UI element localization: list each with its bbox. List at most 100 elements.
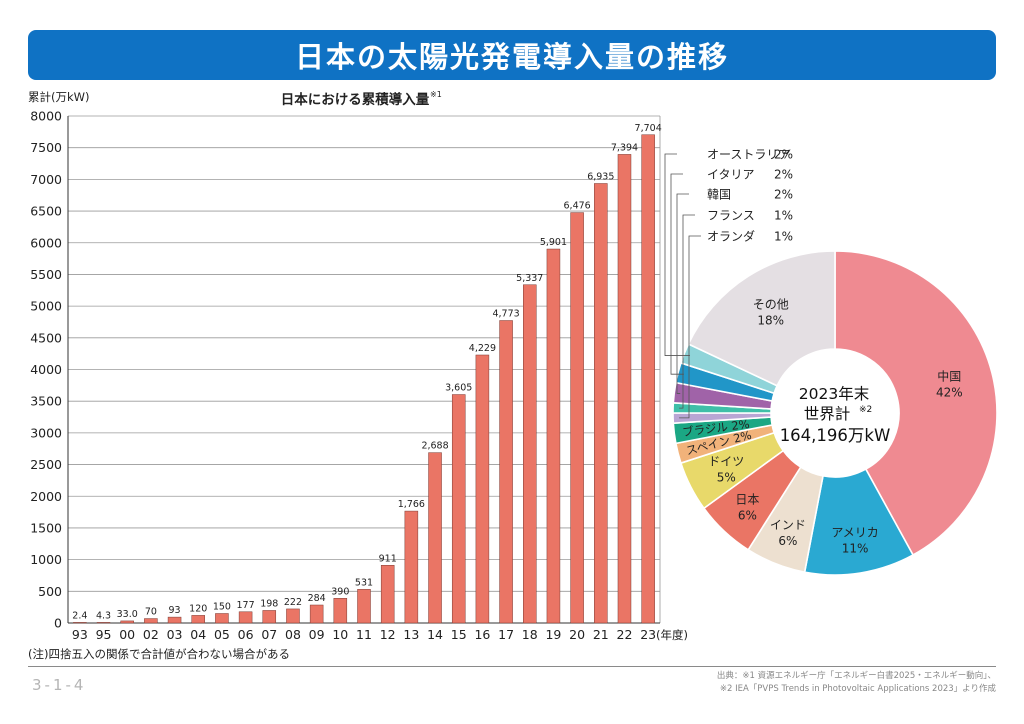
x-tick-label: 12 <box>380 627 396 642</box>
source-citation: 出典：※1 資源エネルギー庁「エネルギー白書2025・エネルギー動向」、 ※2 … <box>717 670 996 696</box>
bar <box>594 183 608 624</box>
x-tick-label: 10 <box>332 627 348 642</box>
bar-data-label: 4,229 <box>469 343 496 354</box>
bar-data-label: 4,773 <box>492 309 519 320</box>
bar <box>96 622 111 624</box>
bar-data-label: 284 <box>308 593 326 604</box>
callout-percent: 2% <box>774 148 793 162</box>
callout-name: イタリア <box>707 168 755 182</box>
bar-data-label: 5,337 <box>516 273 543 284</box>
x-tick-label: 17 <box>498 627 514 642</box>
bar <box>333 598 348 624</box>
bar-data-label: 531 <box>355 577 373 588</box>
bar <box>404 510 419 624</box>
x-tick-label: 20 <box>569 627 585 642</box>
bar <box>286 608 300 624</box>
x-tick-label: 07 <box>261 627 277 642</box>
x-tick-label: 18 <box>522 627 538 642</box>
bar <box>570 212 584 624</box>
bar <box>144 618 158 624</box>
bar-data-label: 70 <box>145 607 157 618</box>
callout-name: オランダ <box>707 229 755 244</box>
donut-center-label: 2023年末 <box>799 385 869 403</box>
bar <box>428 452 442 624</box>
donut-center-label: 世界計 <box>804 405 851 423</box>
y-tick-label: 1000 <box>30 552 62 567</box>
bar-data-label: 911 <box>379 553 397 564</box>
callout-percent: 2% <box>774 168 793 182</box>
bar-data-label: 5,901 <box>540 237 567 248</box>
x-tick-label: 04 <box>190 627 206 642</box>
bar <box>357 589 371 624</box>
y-tick-label: 4000 <box>30 362 62 377</box>
bar-data-label: 93 <box>169 605 181 616</box>
x-tick-label: 03 <box>167 627 183 642</box>
x-tick-label: 09 <box>309 627 325 642</box>
pie-slice-percent: 5% <box>717 470 736 484</box>
callout-name: 韓国 <box>707 188 731 202</box>
pie-slice-name: インド <box>770 518 806 532</box>
x-tick-label: 11 <box>356 627 372 642</box>
callout-line <box>679 235 701 419</box>
y-tick-label: 5000 <box>30 299 62 314</box>
pie-slice-name: 日本 <box>735 492 759 506</box>
callout-name: フランス <box>707 209 755 223</box>
bar <box>380 565 395 624</box>
pie-slice-percent: 6% <box>778 534 797 548</box>
bar <box>523 284 537 624</box>
bar-data-label: 198 <box>260 598 278 609</box>
bar-data-label: 7,704 <box>635 123 662 134</box>
x-tick-label: 05 <box>214 627 230 642</box>
pie-slice <box>687 250 836 387</box>
x-tick-label: 00 <box>119 627 135 642</box>
y-tick-label: 6500 <box>30 204 62 219</box>
y-tick-label: 3000 <box>30 425 62 440</box>
page-code: 3-1-4 <box>32 676 87 694</box>
bar-data-label: 33.0 <box>117 609 138 620</box>
bar <box>167 616 182 624</box>
pie-slice <box>834 250 998 557</box>
x-tick-label: 23 <box>640 627 656 642</box>
callout-line <box>679 214 695 409</box>
pie-slice-name: 中国 <box>937 369 961 384</box>
callout-percent: 2% <box>774 188 793 202</box>
y-tick-label: 0 <box>54 616 62 631</box>
callout-name: オーストラリア <box>707 148 790 162</box>
bar <box>475 354 490 624</box>
x-tick-label: 16 <box>474 627 490 642</box>
callout-percent: 1% <box>774 209 793 223</box>
bar <box>309 604 324 624</box>
bar <box>546 248 561 624</box>
bar-data-label: 7,394 <box>611 142 638 153</box>
chart-note: (注)四捨五入の関係で合計値が合わない場合がある <box>28 647 290 661</box>
bar <box>73 622 87 624</box>
bar-data-label: 6,476 <box>564 201 591 212</box>
y-axis-label: 累計(万kW) <box>28 90 90 104</box>
x-tick-label: 93 <box>72 627 88 642</box>
pie-slice-percent: 18% <box>757 314 784 328</box>
callout-line <box>664 153 690 356</box>
chart-title: 日本における累積導入量 <box>281 91 430 108</box>
x-tick-label: 14 <box>427 627 443 642</box>
bar-data-label: 150 <box>213 601 231 612</box>
callout-line <box>676 193 689 394</box>
bar-data-label: 1,766 <box>398 499 425 510</box>
bar-data-label: 2,688 <box>421 441 448 452</box>
bar <box>617 154 632 624</box>
bar <box>451 394 466 624</box>
source-line-2: ※2 IEA「PVPS Trends in Photovoltaic Appli… <box>719 684 996 694</box>
bar <box>262 610 277 624</box>
bar-data-label: 177 <box>237 600 255 611</box>
bar <box>641 134 655 624</box>
page-title: 日本の太陽光発電導入量の推移 <box>28 30 996 80</box>
x-tick-label: 22 <box>617 627 633 642</box>
pie-slice-name: その他 <box>753 298 789 312</box>
pie-slice-percent: 42% <box>936 386 963 400</box>
x-tick-label: 95 <box>96 627 112 642</box>
bar-data-label: 120 <box>189 603 207 614</box>
bar-data-label: 2.4 <box>72 610 87 621</box>
bar <box>191 615 205 624</box>
y-tick-label: 2000 <box>30 489 62 504</box>
y-tick-label: 7000 <box>30 172 62 187</box>
